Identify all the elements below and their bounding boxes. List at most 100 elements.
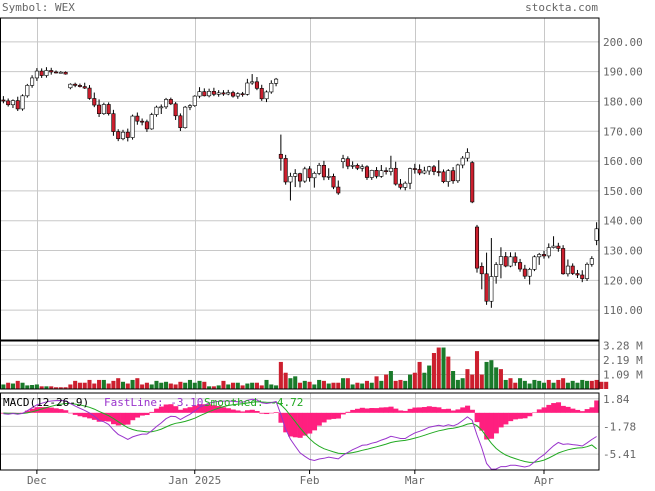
smoothed-line-legend: Smoothed: -4.72 xyxy=(204,396,303,409)
candle-up xyxy=(160,107,163,108)
volume-bar xyxy=(547,380,551,389)
candle-down xyxy=(504,257,507,267)
x-tick-label: Dec xyxy=(27,474,47,486)
volume-bar xyxy=(11,384,15,389)
price-tick-label: 120.00 xyxy=(603,274,643,287)
macd-histogram-bar xyxy=(575,410,580,413)
candle-up xyxy=(155,107,158,114)
volume-bar xyxy=(422,373,426,389)
candle-down xyxy=(437,172,440,173)
macd-histogram-bar xyxy=(82,413,87,417)
candle-down xyxy=(78,85,81,86)
volume-bar xyxy=(303,381,307,389)
volume-bar xyxy=(16,381,20,389)
volume-bar xyxy=(346,378,350,389)
macd-histogram-bar xyxy=(154,409,159,413)
candle-up xyxy=(246,83,249,94)
volume-bar xyxy=(552,383,556,389)
candle-down xyxy=(518,262,521,269)
macd-histogram-bar xyxy=(522,413,527,418)
volume-bar xyxy=(269,384,273,389)
volume-bar xyxy=(250,383,254,389)
fast-line-legend: FastLine: -3.10 xyxy=(104,396,203,409)
candle-up xyxy=(35,71,38,78)
candle-down xyxy=(212,91,215,94)
candle-down xyxy=(332,176,335,187)
volume-bar xyxy=(437,348,441,389)
macd-tick-label: -1.78 xyxy=(603,420,636,433)
macd-histogram-bar xyxy=(264,413,269,414)
volume-bar xyxy=(590,381,594,389)
candle-down xyxy=(384,171,387,172)
macd-histogram-bar xyxy=(446,409,451,413)
candle-up xyxy=(509,257,512,266)
volume-bar xyxy=(331,383,335,389)
candle-down xyxy=(523,269,526,276)
volume-bar xyxy=(470,375,474,389)
price-tick-label: 110.00 xyxy=(603,304,643,317)
volume-bar xyxy=(25,385,29,389)
candle-down xyxy=(284,158,287,182)
candle-down xyxy=(2,100,5,101)
macd-histogram-bar xyxy=(422,407,427,413)
macd-histogram-bar xyxy=(389,407,394,413)
macd-histogram-bar xyxy=(489,413,494,439)
candle-up xyxy=(585,264,588,278)
volume-bar xyxy=(221,381,225,389)
volume-bar xyxy=(465,369,469,389)
candle-up xyxy=(188,106,191,107)
candle-up xyxy=(274,79,277,83)
macd-histogram-bar xyxy=(432,407,437,413)
macd-histogram-bar xyxy=(527,413,532,416)
volume-bar xyxy=(245,384,249,389)
volume-bar xyxy=(504,380,508,389)
volume-bar xyxy=(485,362,489,389)
candle-up xyxy=(351,165,354,166)
x-tick-label: Feb xyxy=(300,474,320,486)
macd-histogram-bar xyxy=(255,411,260,413)
candle-up xyxy=(265,92,268,99)
candle-up xyxy=(102,104,105,113)
volume-bar xyxy=(231,383,235,389)
volume-bar xyxy=(154,381,158,389)
macd-histogram-bar xyxy=(532,413,537,414)
macd-histogram-bar xyxy=(317,413,322,426)
site-label: stockta.com xyxy=(525,1,598,14)
price-tick-label: 180.00 xyxy=(603,95,643,108)
macd-histogram-bar xyxy=(551,403,556,413)
macd-histogram-bar xyxy=(73,413,78,415)
volume-bar xyxy=(489,360,493,389)
candle-up xyxy=(389,168,392,171)
volume-bar xyxy=(317,380,321,389)
macd-histogram-bar xyxy=(269,413,274,414)
volume-bar xyxy=(236,383,240,389)
candle-down xyxy=(40,71,43,75)
candle-down xyxy=(169,99,172,103)
candle-down xyxy=(50,70,53,71)
candle-up xyxy=(11,101,14,105)
macd-histogram-bar xyxy=(542,407,547,412)
candle-down xyxy=(112,114,115,132)
macd-histogram-bar xyxy=(580,411,585,413)
volume-bar xyxy=(298,383,302,389)
macd-histogram-bar xyxy=(360,408,365,413)
macd-histogram-bar xyxy=(125,413,130,425)
candle-down xyxy=(557,246,560,248)
x-tick-label: Jan 2025 xyxy=(168,474,221,486)
candle-down xyxy=(16,101,19,109)
volume-bar xyxy=(68,384,72,389)
candle-up xyxy=(293,174,296,177)
candle-down xyxy=(255,82,258,89)
candle-up xyxy=(236,94,239,96)
volume-bar xyxy=(432,353,436,389)
macd-histogram-bar xyxy=(441,409,446,413)
volume-bar xyxy=(365,381,369,389)
macd-histogram-bar xyxy=(398,410,403,412)
volume-bar xyxy=(198,381,202,389)
candle-up xyxy=(494,265,497,277)
price-tick-label: 160.00 xyxy=(603,155,643,168)
price-tick-label: 150.00 xyxy=(603,185,643,198)
volume-bar xyxy=(226,384,230,389)
